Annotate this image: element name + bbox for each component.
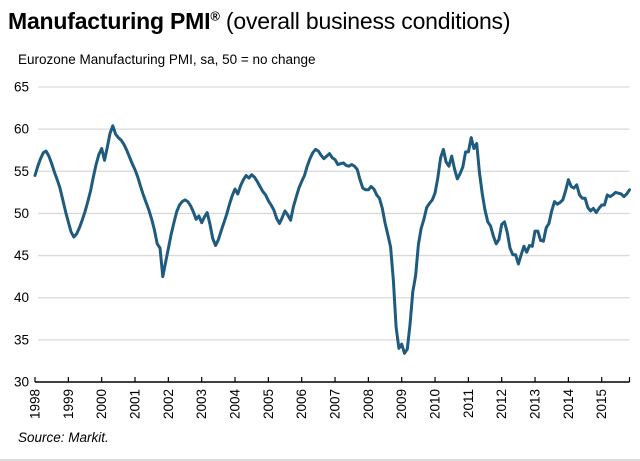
title-qualifier: (overall business conditions): [219, 8, 511, 34]
x-tick-label: 2004: [228, 389, 243, 420]
y-tick-label: 30: [14, 375, 29, 390]
source-note: Source: Markit.: [18, 430, 109, 445]
x-tick-label: 1999: [61, 389, 76, 419]
y-tick-label: 60: [14, 122, 29, 137]
x-tick-label: 2003: [194, 389, 209, 419]
x-tick-label: 2006: [294, 389, 309, 419]
x-tick-label: 2002: [161, 389, 176, 419]
chart-subtitle: Eurozone Manufacturing PMI, sa, 50 = no …: [18, 52, 316, 67]
x-tick-label: 2013: [528, 389, 543, 419]
page-title: Manufacturing PMI® (overall business con…: [8, 8, 511, 35]
y-tick-label: 45: [14, 248, 29, 263]
y-tick-label: 40: [14, 290, 29, 305]
x-tick-label: 2007: [328, 389, 343, 419]
x-tick-label: 2001: [128, 389, 143, 419]
x-tick-label: 2000: [94, 389, 109, 419]
y-tick-label: 35: [14, 332, 29, 347]
x-tick-label: 2012: [494, 389, 509, 419]
x-tick-label: 2005: [261, 389, 276, 419]
x-tick-label: 2015: [594, 389, 609, 419]
x-tick-label: 2008: [361, 389, 376, 419]
x-tick-label: 1998: [28, 389, 43, 419]
y-tick-label: 50: [14, 206, 29, 221]
registered-trademark-symbol: ®: [210, 8, 220, 24]
y-tick-label: 55: [14, 164, 29, 179]
x-tick-label: 2011: [461, 389, 476, 418]
x-tick-label: 2014: [561, 389, 576, 420]
pmi-line: [33, 124, 631, 355]
title-main: Manufacturing PMI: [8, 8, 211, 34]
y-tick-label: 65: [14, 80, 29, 95]
x-tick-label: 2010: [428, 389, 443, 419]
x-tick-label: 2009: [394, 389, 409, 419]
window-bottom-edge: [0, 459, 640, 461]
